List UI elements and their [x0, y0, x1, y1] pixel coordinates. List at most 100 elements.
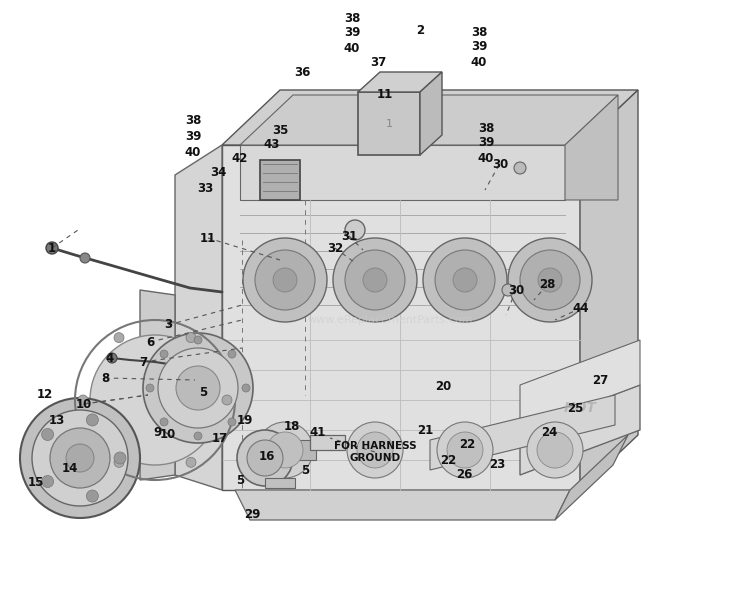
Text: 31: 31: [340, 229, 357, 243]
Text: 22: 22: [440, 453, 456, 467]
Polygon shape: [265, 478, 295, 488]
Polygon shape: [175, 145, 222, 490]
Circle shape: [423, 238, 507, 322]
Text: 5: 5: [236, 473, 244, 486]
Circle shape: [32, 410, 128, 506]
Polygon shape: [240, 95, 618, 145]
Text: 40: 40: [184, 146, 201, 158]
Text: 25: 25: [567, 401, 584, 415]
Polygon shape: [310, 435, 345, 450]
Text: 39: 39: [344, 27, 360, 39]
Text: 36: 36: [294, 66, 310, 78]
Text: 15: 15: [28, 475, 44, 489]
Text: 3: 3: [164, 319, 172, 331]
Circle shape: [243, 238, 327, 322]
Text: 1: 1: [386, 119, 392, 129]
Circle shape: [20, 398, 140, 518]
Text: 26: 26: [456, 467, 472, 481]
Circle shape: [333, 238, 417, 322]
Polygon shape: [222, 145, 580, 490]
Text: 7: 7: [139, 356, 147, 368]
Text: HOT: HOT: [563, 401, 596, 415]
Text: 12: 12: [37, 388, 53, 401]
Circle shape: [114, 452, 126, 464]
Text: 6: 6: [146, 336, 154, 348]
Circle shape: [78, 395, 88, 405]
Text: 42: 42: [232, 152, 248, 164]
Text: 22: 22: [459, 438, 476, 452]
Polygon shape: [430, 395, 615, 470]
Polygon shape: [140, 290, 175, 480]
Circle shape: [447, 432, 483, 468]
Circle shape: [520, 250, 580, 310]
Text: 40: 40: [344, 41, 360, 55]
Text: 11: 11: [200, 231, 216, 245]
Circle shape: [42, 429, 54, 441]
Circle shape: [527, 422, 583, 478]
Circle shape: [242, 384, 250, 392]
Text: 38: 38: [344, 12, 360, 24]
Text: 35: 35: [272, 123, 288, 137]
Circle shape: [114, 457, 124, 467]
Text: 2: 2: [416, 24, 424, 36]
Text: 34: 34: [210, 166, 226, 180]
Polygon shape: [565, 95, 618, 200]
Text: 43: 43: [264, 138, 280, 151]
Text: FOR HARNESS
GROUND: FOR HARNESS GROUND: [334, 441, 416, 463]
Circle shape: [267, 432, 303, 468]
Text: 21: 21: [417, 424, 434, 436]
Circle shape: [347, 422, 403, 478]
Text: 38: 38: [478, 121, 494, 135]
Circle shape: [228, 418, 236, 426]
Text: 11: 11: [376, 89, 393, 101]
Text: 10: 10: [160, 429, 176, 441]
Circle shape: [86, 490, 98, 502]
Text: 40: 40: [471, 56, 488, 69]
Text: 30: 30: [508, 283, 524, 296]
Circle shape: [357, 432, 393, 468]
Text: 13: 13: [49, 413, 65, 427]
Polygon shape: [555, 435, 628, 520]
Text: 5: 5: [199, 387, 207, 399]
Text: 24: 24: [541, 426, 557, 438]
Polygon shape: [520, 340, 640, 430]
Text: 39: 39: [478, 137, 494, 149]
Text: 40: 40: [478, 152, 494, 164]
Polygon shape: [235, 490, 570, 520]
Text: www.eReplacementParts.com: www.eReplacementParts.com: [308, 315, 472, 325]
Circle shape: [90, 335, 220, 465]
Text: 1: 1: [48, 242, 56, 254]
Circle shape: [46, 242, 58, 254]
Circle shape: [158, 348, 238, 428]
Circle shape: [257, 422, 313, 478]
Text: 27: 27: [592, 373, 608, 387]
Circle shape: [345, 250, 405, 310]
Text: 39: 39: [184, 129, 201, 143]
Polygon shape: [358, 72, 442, 92]
Text: 9: 9: [154, 426, 162, 438]
Circle shape: [255, 250, 315, 310]
Circle shape: [514, 162, 526, 174]
Polygon shape: [222, 90, 638, 145]
Text: 19: 19: [237, 413, 254, 427]
Circle shape: [86, 414, 98, 426]
Circle shape: [80, 253, 90, 263]
Text: 37: 37: [370, 55, 386, 69]
Polygon shape: [358, 92, 420, 155]
Circle shape: [186, 333, 196, 342]
Polygon shape: [287, 440, 316, 460]
Text: 29: 29: [244, 507, 260, 520]
Circle shape: [363, 268, 387, 292]
Polygon shape: [520, 385, 640, 475]
Text: 41: 41: [310, 426, 326, 438]
Text: 39: 39: [471, 41, 488, 53]
Circle shape: [194, 336, 202, 344]
Text: 16: 16: [259, 450, 275, 463]
Polygon shape: [260, 160, 300, 200]
Circle shape: [194, 432, 202, 440]
Text: 38: 38: [184, 114, 201, 126]
Text: 10: 10: [76, 398, 92, 410]
Circle shape: [437, 422, 493, 478]
Circle shape: [237, 430, 293, 486]
Text: 23: 23: [489, 458, 506, 472]
